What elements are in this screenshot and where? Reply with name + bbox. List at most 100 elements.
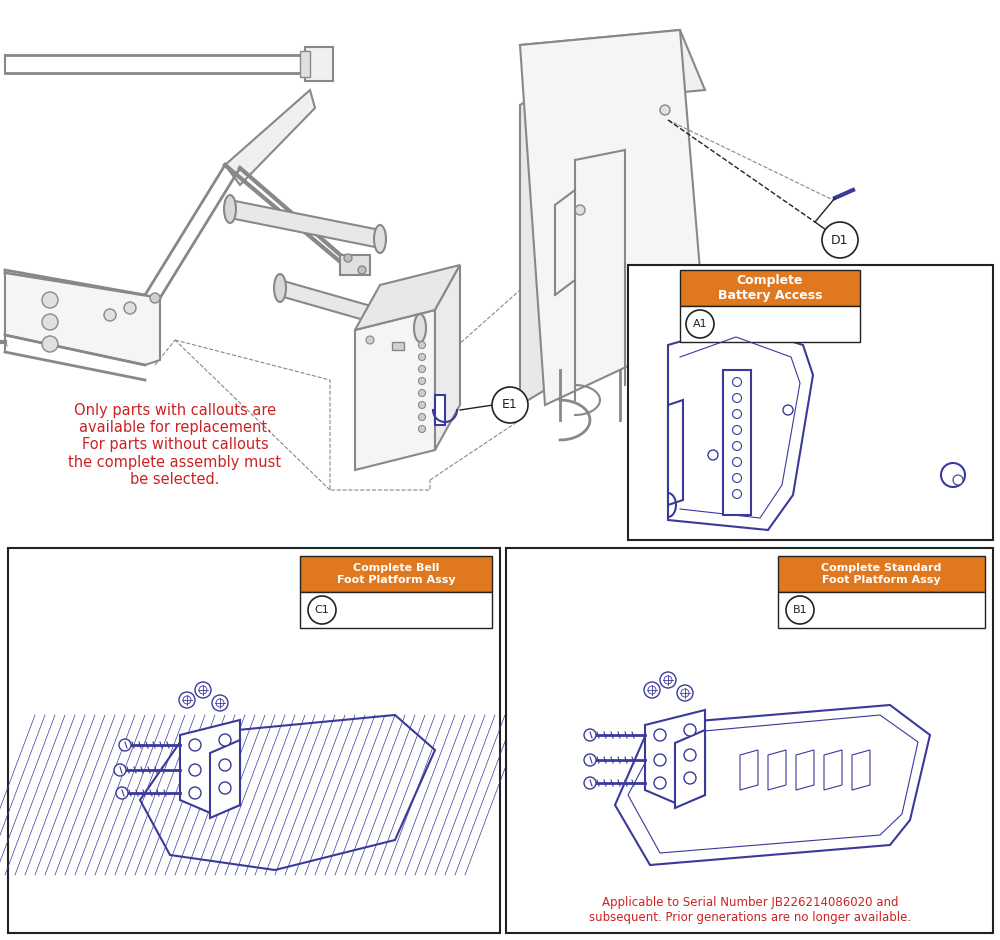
Circle shape: [654, 729, 666, 741]
Circle shape: [953, 475, 963, 485]
Circle shape: [648, 686, 656, 694]
Polygon shape: [225, 90, 315, 185]
Bar: [680, 306, 860, 342]
Polygon shape: [740, 750, 758, 790]
Polygon shape: [435, 395, 445, 425]
Circle shape: [654, 754, 666, 766]
Circle shape: [418, 341, 426, 349]
Text: Complete Standard
Foot Platform Assy: Complete Standard Foot Platform Assy: [821, 563, 941, 585]
Circle shape: [584, 729, 596, 741]
Circle shape: [708, 450, 718, 460]
Circle shape: [584, 777, 596, 789]
Circle shape: [786, 596, 814, 624]
Circle shape: [219, 782, 231, 794]
Circle shape: [116, 787, 128, 799]
Circle shape: [219, 734, 231, 746]
Bar: [778, 556, 985, 592]
Ellipse shape: [274, 274, 286, 302]
Polygon shape: [520, 30, 705, 105]
Text: 14": 14": [299, 908, 321, 921]
Text: 10": 10": [256, 876, 278, 889]
Circle shape: [344, 254, 352, 262]
Ellipse shape: [414, 314, 426, 342]
Circle shape: [684, 772, 696, 784]
Polygon shape: [230, 200, 380, 248]
Circle shape: [684, 724, 696, 736]
Polygon shape: [5, 273, 160, 365]
Circle shape: [418, 426, 426, 432]
Circle shape: [150, 293, 160, 303]
Bar: [8, 548, 500, 933]
Bar: [392, 342, 404, 350]
Circle shape: [418, 366, 426, 372]
Text: C1: C1: [315, 605, 329, 615]
Circle shape: [418, 414, 426, 420]
Circle shape: [732, 394, 742, 402]
Circle shape: [732, 410, 742, 418]
Circle shape: [686, 310, 714, 338]
Text: 11": 11": [572, 798, 594, 811]
Circle shape: [584, 754, 596, 766]
Circle shape: [575, 205, 585, 215]
Polygon shape: [615, 725, 650, 900]
Text: E1: E1: [502, 399, 518, 412]
Circle shape: [42, 336, 58, 352]
Circle shape: [114, 764, 126, 776]
Bar: [305, 47, 333, 81]
Circle shape: [418, 378, 426, 384]
Circle shape: [366, 336, 374, 344]
Circle shape: [358, 266, 366, 274]
Circle shape: [189, 739, 201, 751]
Text: Complete Bell
Foot Platform Assy: Complete Bell Foot Platform Assy: [337, 563, 455, 585]
Circle shape: [212, 695, 228, 711]
Circle shape: [183, 696, 191, 704]
Circle shape: [677, 685, 693, 701]
Circle shape: [42, 292, 58, 308]
Polygon shape: [435, 265, 460, 450]
Circle shape: [654, 777, 666, 789]
Text: Complete
Battery Access: Complete Battery Access: [718, 274, 822, 302]
Circle shape: [216, 699, 224, 707]
Polygon shape: [140, 715, 435, 870]
Polygon shape: [668, 400, 683, 505]
Circle shape: [195, 682, 211, 698]
Circle shape: [308, 596, 336, 624]
Bar: [778, 592, 985, 628]
Circle shape: [179, 692, 195, 708]
Circle shape: [189, 787, 201, 799]
Circle shape: [418, 389, 426, 397]
Circle shape: [732, 474, 742, 482]
Text: A1: A1: [693, 319, 707, 329]
Polygon shape: [520, 90, 545, 405]
Text: D1: D1: [831, 233, 849, 246]
Circle shape: [660, 672, 676, 688]
Circle shape: [783, 405, 793, 415]
Polygon shape: [140, 735, 185, 900]
Circle shape: [124, 302, 136, 314]
Polygon shape: [210, 740, 240, 818]
Bar: [680, 270, 860, 306]
Circle shape: [418, 401, 426, 409]
Circle shape: [199, 686, 207, 694]
Circle shape: [732, 458, 742, 466]
Circle shape: [732, 490, 742, 498]
Polygon shape: [615, 705, 930, 865]
Polygon shape: [796, 750, 814, 790]
Polygon shape: [675, 730, 705, 808]
Polygon shape: [355, 310, 435, 470]
Circle shape: [684, 749, 696, 761]
Circle shape: [418, 353, 426, 361]
Text: B1: B1: [793, 605, 807, 615]
Polygon shape: [645, 710, 705, 805]
Circle shape: [664, 676, 672, 684]
Text: 10": 10": [741, 876, 763, 889]
Text: 12.25": 12.25": [769, 908, 811, 921]
Polygon shape: [668, 325, 813, 530]
Bar: [506, 548, 993, 933]
Circle shape: [189, 764, 201, 776]
Polygon shape: [520, 30, 705, 405]
Polygon shape: [355, 265, 460, 330]
Polygon shape: [852, 750, 870, 790]
Polygon shape: [768, 750, 786, 790]
Polygon shape: [140, 865, 435, 900]
